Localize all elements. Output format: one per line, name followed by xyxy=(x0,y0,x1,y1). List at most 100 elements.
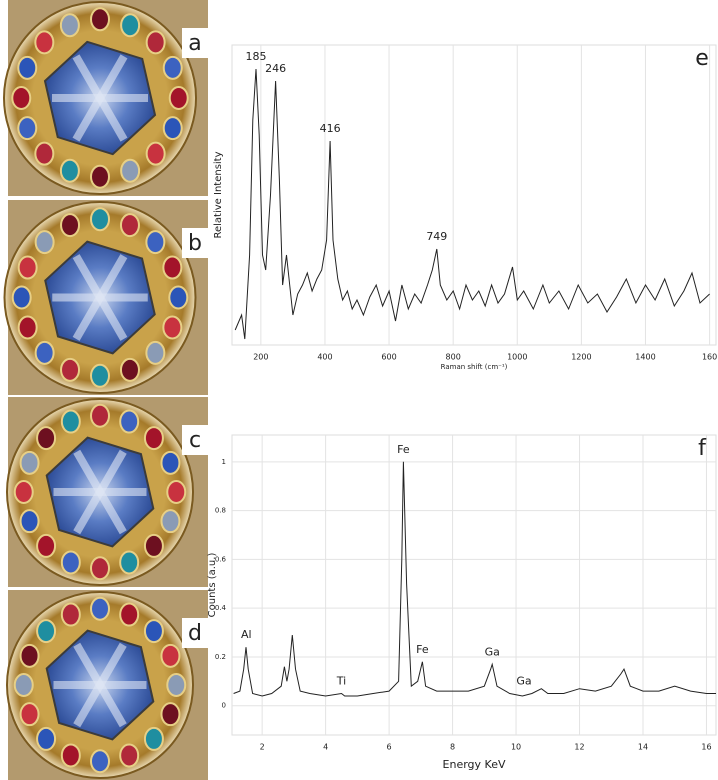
gem xyxy=(145,340,166,365)
gem xyxy=(34,141,55,166)
gem xyxy=(36,533,57,558)
gem xyxy=(145,30,166,55)
x-tick-label: 8 xyxy=(450,743,455,752)
sapphire-ray xyxy=(96,642,127,687)
gem xyxy=(143,619,164,644)
x-tick-label: 6 xyxy=(387,743,392,752)
gem xyxy=(162,55,183,80)
sapphire-ray xyxy=(96,683,127,728)
gem xyxy=(162,315,183,340)
peak-label: 246 xyxy=(265,62,286,75)
plot-frame xyxy=(231,434,717,736)
gem xyxy=(143,533,164,558)
x-axis-label: Raman shift (cm⁻¹) xyxy=(441,363,508,371)
gem xyxy=(90,164,110,189)
gem xyxy=(17,55,38,80)
panel-label: d xyxy=(188,621,202,646)
peak-label: Fe xyxy=(416,643,429,656)
gem xyxy=(145,230,166,255)
panel-label: b xyxy=(188,231,202,256)
gem xyxy=(119,409,140,434)
panel-label: a xyxy=(188,31,201,56)
gem xyxy=(120,13,141,38)
gem xyxy=(119,357,140,382)
y-axis-label: Counts (a.u.) xyxy=(207,553,218,618)
x-tick-label: 800 xyxy=(446,353,461,362)
sapphire-ray xyxy=(73,642,104,687)
panel-label: f xyxy=(698,436,707,461)
gem xyxy=(60,357,81,382)
gem xyxy=(143,726,164,751)
gem xyxy=(166,673,187,697)
sapphire-ray xyxy=(73,490,104,535)
gem xyxy=(160,702,181,727)
x-tick-label: 1400 xyxy=(635,353,655,362)
gem xyxy=(90,403,110,428)
gem xyxy=(60,213,81,238)
sapphire-ray xyxy=(73,683,104,728)
photos: a b c d xyxy=(3,0,208,780)
gem xyxy=(90,363,110,388)
y-axis-label: Relative Intensity xyxy=(213,151,224,238)
y-tick-label: 0.2 xyxy=(215,653,226,661)
peak-label: Al xyxy=(241,628,252,641)
x-tick-label: 1200 xyxy=(571,353,591,362)
gem xyxy=(13,480,34,504)
peak-label: Ga xyxy=(516,675,531,688)
gem xyxy=(90,596,110,621)
y-tick-label: 1 xyxy=(222,458,226,466)
gem xyxy=(59,13,80,38)
sapphire-ray xyxy=(72,295,104,341)
gem xyxy=(90,556,110,581)
x-tick-label: 12 xyxy=(574,743,584,752)
gem xyxy=(13,673,34,697)
gem xyxy=(60,550,81,575)
gem xyxy=(34,30,55,55)
gem xyxy=(19,509,40,534)
gem xyxy=(19,702,40,727)
sapphire-ray xyxy=(96,254,128,300)
gem xyxy=(162,255,183,280)
spectrum-line xyxy=(233,461,716,697)
gem xyxy=(34,230,55,255)
gem xyxy=(145,141,166,166)
gem xyxy=(19,450,40,475)
gem xyxy=(160,450,181,475)
gem xyxy=(59,158,80,183)
sapphire-ray xyxy=(73,449,104,495)
sapphire-ray xyxy=(96,54,128,101)
gem xyxy=(119,743,140,768)
gem xyxy=(119,550,140,575)
gem xyxy=(90,749,110,774)
peak-label: Ga xyxy=(485,645,500,658)
gem xyxy=(34,340,55,365)
gem xyxy=(17,116,38,141)
label-back xyxy=(182,618,208,648)
panel-label: e xyxy=(695,46,709,71)
plot-frame xyxy=(231,44,717,346)
gem xyxy=(36,426,57,451)
sapphire-ray xyxy=(72,254,104,300)
sapphire-ray xyxy=(96,95,128,142)
x-axis-label: Energy KeV xyxy=(443,758,506,771)
spectrum-line xyxy=(234,68,710,340)
gem xyxy=(17,315,38,340)
panel-label: c xyxy=(189,428,201,453)
gem xyxy=(36,726,57,751)
gem xyxy=(11,285,32,310)
gem xyxy=(17,255,38,280)
x-tick-label: 10 xyxy=(511,743,521,752)
gem xyxy=(36,619,57,644)
gem xyxy=(60,409,81,434)
gem xyxy=(119,602,140,627)
gem xyxy=(166,480,187,504)
peak-label: 185 xyxy=(246,50,267,63)
sapphire-ray xyxy=(72,54,104,101)
sapphire-ray xyxy=(72,95,104,142)
charts: 200 400 600 800 1000 1200 1400 160185246416749R… xyxy=(207,44,717,771)
gem xyxy=(90,207,110,232)
sapphire-ray xyxy=(96,295,128,341)
gem xyxy=(120,158,141,183)
y-tick-label: 0.4 xyxy=(215,604,227,612)
